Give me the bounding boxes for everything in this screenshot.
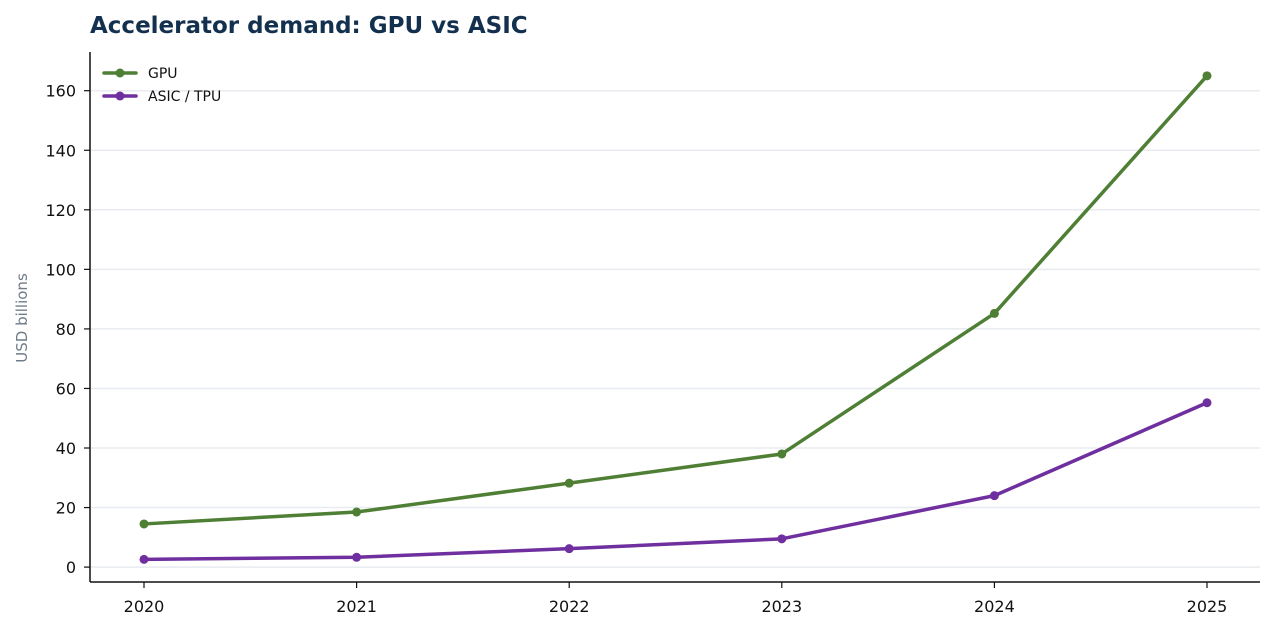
x-tick-label-2023: 2023 xyxy=(761,597,802,616)
x-axis-ticks: 2020 2021 2022 2023 2024 2025 xyxy=(124,582,1228,616)
series-line-asic-tpu xyxy=(142,401,1209,562)
grid-lines xyxy=(90,89,1260,568)
y-tick-label-20: 20 xyxy=(56,499,76,518)
y-tick-label-80: 80 xyxy=(56,320,76,339)
data-point-gpu-2024 xyxy=(989,308,999,318)
legend-label-asic-tpu: ASIC / TPU xyxy=(148,89,221,105)
legend-marker-gpu xyxy=(115,68,125,78)
y-tick-label-60: 60 xyxy=(56,379,76,398)
chart-title: Accelerator demand: GPU vs ASIC xyxy=(90,13,528,39)
series-line-gpu xyxy=(142,74,1209,526)
y-tick-label-0: 0 xyxy=(66,558,76,577)
y-tick-label-140: 140 xyxy=(45,141,76,160)
x-tick-label-2025: 2025 xyxy=(1187,597,1228,616)
data-point-asic-tpu-2022 xyxy=(564,544,574,554)
x-tick-label-2022: 2022 xyxy=(549,597,590,616)
y-axis-label: USD billions xyxy=(13,273,31,363)
chart-legend: GPU ASIC / TPU xyxy=(102,66,221,105)
x-tick-label-2021: 2021 xyxy=(336,597,377,616)
x-tick-label-2020: 2020 xyxy=(124,597,165,616)
data-point-gpu-2021 xyxy=(352,507,362,517)
legend-label-gpu: GPU xyxy=(148,66,178,82)
y-tick-label-100: 100 xyxy=(45,260,76,279)
x-tick-label-2024: 2024 xyxy=(974,597,1015,616)
data-point-asic-tpu-2025 xyxy=(1202,398,1212,408)
data-point-asic-tpu-2024 xyxy=(989,491,999,501)
y-tick-label-160: 160 xyxy=(45,82,76,101)
data-point-gpu-2023 xyxy=(777,449,787,459)
data-point-gpu-2020 xyxy=(139,519,149,529)
legend-marker-asic-tpu xyxy=(115,91,125,101)
data-point-gpu-2022 xyxy=(564,478,574,488)
data-point-asic-tpu-2021 xyxy=(352,552,362,562)
data-point-asic-tpu-2020 xyxy=(139,554,149,564)
series-lines xyxy=(139,71,1212,564)
data-point-asic-tpu-2023 xyxy=(777,534,787,544)
y-tick-label-120: 120 xyxy=(45,201,76,220)
y-tick-label-40: 40 xyxy=(56,439,76,458)
y-axis-ticks: 0 20 40 60 80 100 120 140 160 xyxy=(45,82,90,577)
data-point-gpu-2025 xyxy=(1202,71,1212,81)
